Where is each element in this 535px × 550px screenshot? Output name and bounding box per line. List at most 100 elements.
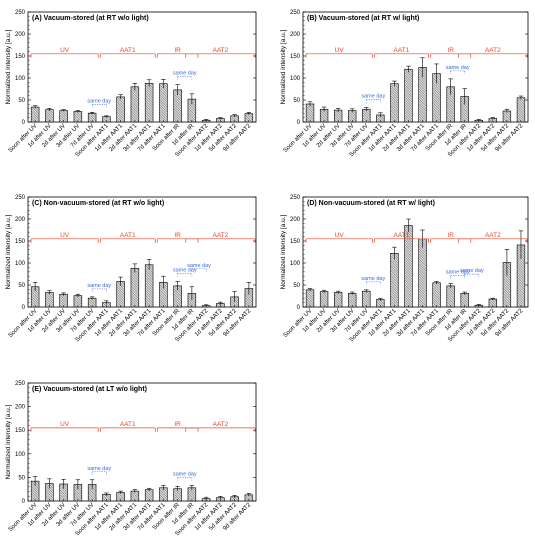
same-day-label: same day [87,98,111,104]
y-tick-label: 150 [15,54,26,60]
group-label: UV [60,421,70,428]
panel-title: (E) Vacuum-stored (at LT w/o light) [32,386,147,393]
y-tick-label: 50 [18,98,25,104]
group-label: IR [174,232,181,239]
y-tick-label: 200 [15,405,26,411]
y-tick-label: 150 [15,239,26,245]
bar [446,285,455,308]
plot-frame [302,11,529,123]
y-tick-label: 0 [22,499,26,505]
group-label: UV [335,232,345,239]
bar [390,253,399,308]
panel-title: (B) Vacuum-stored (at RT w/ light) [307,15,419,22]
bar [130,267,140,308]
group-label: UV [335,47,345,54]
bar [390,83,399,123]
group-label: UV [60,232,70,239]
plot-frame [27,196,257,308]
panel-title: (D) Non-vacuum-stored (at RT w/ light) [307,200,435,207]
y-axis-label: Normalized intensity [a.u.] [280,29,287,104]
y-tick-label: 0 [297,305,301,311]
bar [144,82,154,123]
panel-title: (C) Non-vacuum-stored (at RT w/o light) [32,200,164,207]
y-axis-label: Normalized intensity [a.u.] [280,214,287,289]
plot-frame [302,196,529,308]
group-label: IR [447,232,454,239]
y-tick-label: 250 [15,381,26,387]
group-label: AAT1 [394,232,410,239]
group-label: AAT2 [212,232,228,239]
y-tick-label: 100 [290,261,301,267]
same-day-label: same day [173,71,197,77]
group-label: AAT2 [212,421,228,428]
group-label: IR [174,421,181,428]
bar [130,86,140,123]
same-day-label: same day [361,93,385,99]
y-tick-label: 100 [290,76,301,82]
y-tick-label: 0 [22,305,26,311]
y-tick-label: 50 [293,98,300,104]
same-day-label: same day [87,466,111,472]
y-tick-label: 150 [15,428,26,434]
y-tick-label: 0 [297,120,301,126]
group-label: AAT1 [120,421,136,428]
y-tick-label: 200 [290,32,301,38]
y-tick-label: 100 [15,76,26,82]
group-label: AAT2 [212,47,228,54]
group-label: AAT1 [120,47,136,54]
y-tick-label: 200 [290,217,301,223]
panel-e: (E) Vacuum-stored (at LT w/o light) 0 50 10… [5,381,257,537]
bar [432,282,441,308]
y-axis-label: Normalized intensity [a.u.] [5,214,12,289]
same-day-label: same day [187,263,211,269]
same-day-label: same day [460,268,484,274]
y-tick-label: 200 [15,217,26,223]
plot-frame [27,382,257,502]
bar [305,103,315,123]
bar [319,291,329,308]
group-label: AAT2 [485,232,501,239]
group-label: AAT1 [120,232,136,239]
same-day-label: same day [173,267,197,273]
panel-d: (D) Non-vacuum-stored (at RT w/ light) 0 5… [280,195,529,343]
y-axis-label: Normalized intensity [a.u.] [5,29,12,104]
same-day-label: same day [361,276,385,282]
y-tick-label: 50 [18,475,25,481]
y-tick-label: 250 [15,10,26,16]
y-tick-label: 0 [22,120,26,126]
same-day-label: same day [446,270,470,276]
y-tick-label: 250 [290,10,301,16]
bar [45,292,54,308]
bar [30,106,40,123]
panel-b: (B) Vacuum-stored (at RT w/ light) 0 50 100… [280,10,529,158]
bar [333,292,343,308]
same-day-label: same day [87,283,111,289]
y-tick-label: 50 [293,283,300,289]
group-label: IR [447,47,454,54]
bar [348,293,357,308]
y-tick-label: 100 [15,452,26,458]
panel-c: (C) Non-vacuum-stored (at RT w/o light) 0… [5,195,257,343]
y-tick-label: 50 [18,283,25,289]
bar [460,293,469,308]
group-label: AAT2 [485,47,501,54]
plot-frame [27,11,257,123]
bar [362,290,371,308]
y-tick-label: 150 [290,239,301,245]
group-label: UV [60,47,70,54]
bar [305,289,315,308]
same-day-label: same day [446,65,470,71]
panel-a: (A) Vacuum-stored (at RT w/o light) 0 50 10… [5,10,257,158]
y-axis-label: Normalized intensity [a.u.] [5,404,12,479]
bar [116,96,125,123]
y-tick-label: 100 [15,261,26,267]
group-label: IR [174,47,181,54]
bar [418,238,427,308]
y-tick-label: 200 [15,32,26,38]
bar [159,83,168,123]
same-day-label: same day [173,471,197,477]
panel-title: (A) Vacuum-stored (at RT w/o light) [32,15,149,22]
y-tick-label: 150 [290,54,301,60]
bar [404,68,413,123]
